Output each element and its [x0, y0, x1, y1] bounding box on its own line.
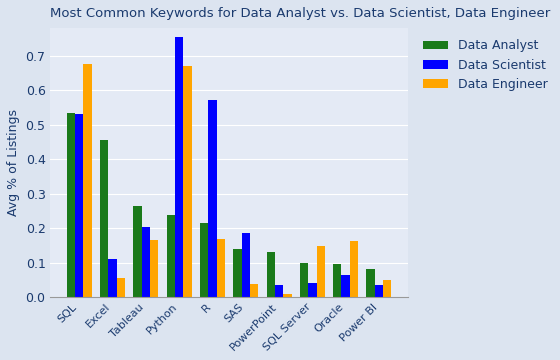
Bar: [183, 66, 192, 297]
Legend: Data Analyst, Data Scientist, Data Engineer: Data Analyst, Data Scientist, Data Engin…: [418, 34, 552, 96]
Bar: [208, 100, 217, 297]
Bar: [200, 223, 208, 297]
Bar: [150, 240, 158, 297]
Bar: [275, 285, 283, 297]
Bar: [308, 283, 316, 297]
Bar: [316, 246, 325, 297]
Bar: [108, 259, 116, 297]
Bar: [67, 113, 75, 297]
Bar: [283, 293, 292, 297]
Bar: [250, 284, 258, 297]
Bar: [267, 252, 275, 297]
Bar: [142, 228, 150, 297]
Bar: [333, 264, 342, 297]
Text: Most Common Keywords for Data Analyst vs. Data Scientist, Data Engineer: Most Common Keywords for Data Analyst vs…: [50, 7, 550, 20]
Bar: [83, 64, 92, 297]
Bar: [366, 269, 375, 297]
Bar: [300, 262, 308, 297]
Bar: [342, 275, 350, 297]
Bar: [383, 280, 391, 297]
Bar: [133, 206, 142, 297]
Bar: [100, 140, 108, 297]
Bar: [175, 37, 183, 297]
Bar: [350, 241, 358, 297]
Bar: [241, 233, 250, 297]
Bar: [233, 249, 241, 297]
Bar: [166, 215, 175, 297]
Y-axis label: Avg % of Listings: Avg % of Listings: [7, 109, 20, 216]
Bar: [75, 114, 83, 297]
Bar: [375, 285, 383, 297]
Bar: [217, 239, 225, 297]
Bar: [116, 278, 125, 297]
